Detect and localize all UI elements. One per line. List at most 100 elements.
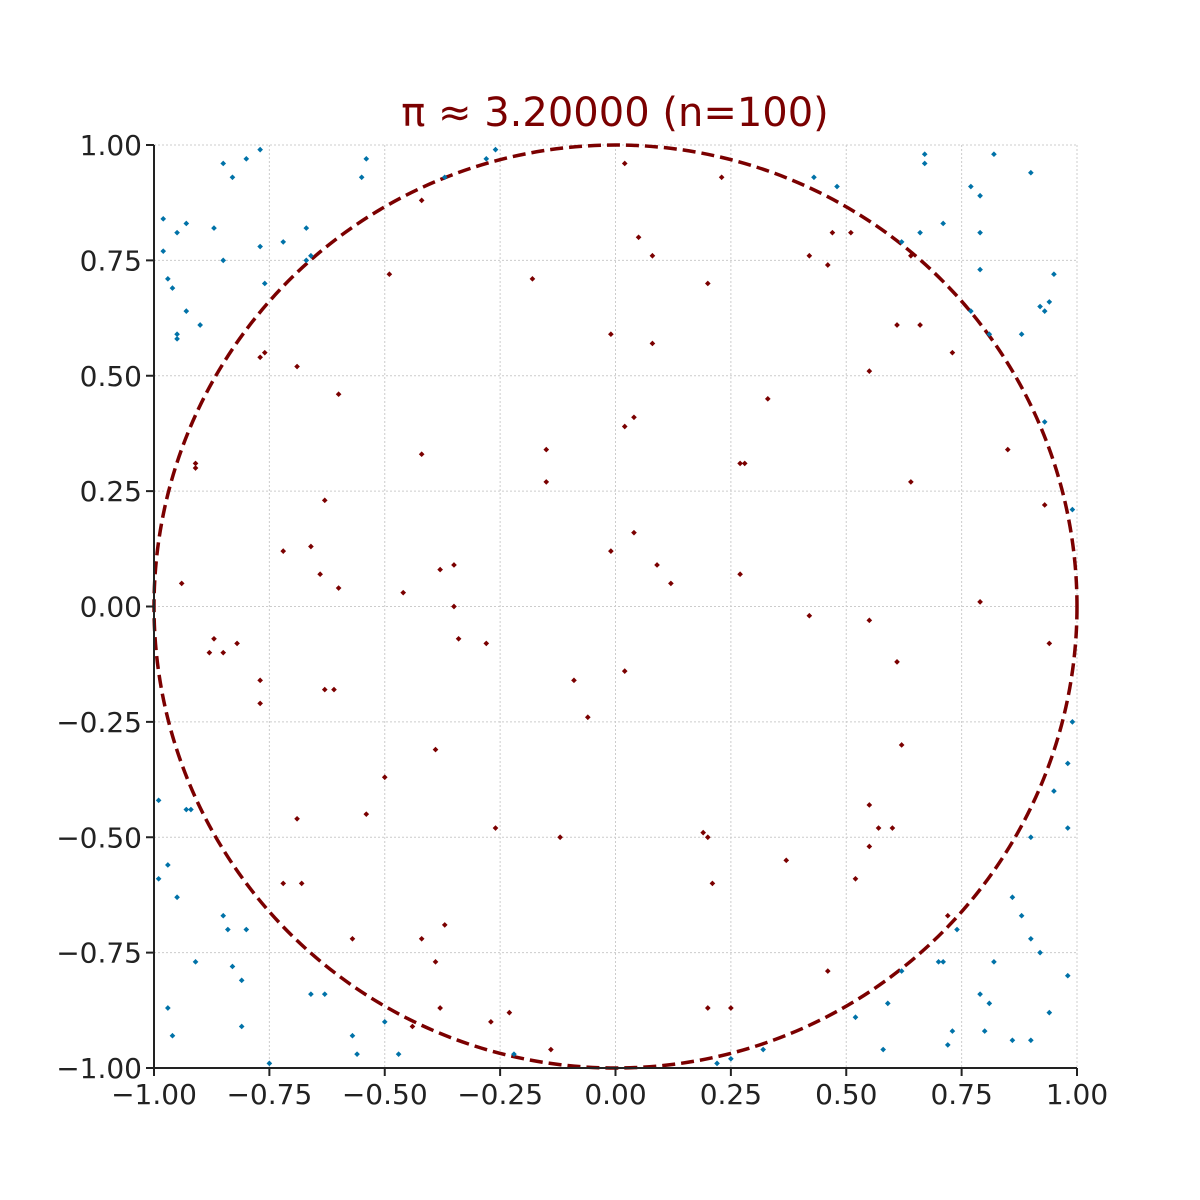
point-inside [737,571,743,578]
point-inside [908,479,914,485]
point-outside [968,308,974,314]
point-inside [363,811,370,818]
point-outside [944,1042,951,1048]
point-outside [257,146,263,153]
point-outside [155,875,162,882]
point-inside [437,1005,443,1011]
point-inside [349,935,356,942]
point-inside [381,774,388,781]
point-outside [174,894,180,901]
point-inside [718,174,725,181]
point-inside [492,825,499,831]
grid [153,144,1078,1069]
point-inside [432,746,439,753]
point-inside [432,959,439,965]
tick-labels: −1.00 −0.75 −0.50 −0.25 0.00 0.25 0.50 0.75 1.00… [56,129,1108,1111]
point-outside [1009,1037,1016,1044]
point-inside [321,497,328,504]
point-outside [229,963,236,970]
point-inside [649,340,656,347]
point-inside [192,460,199,467]
point-inside [649,252,656,259]
point-inside [894,659,900,665]
point-outside [852,1014,859,1021]
point-inside [898,742,905,748]
point-inside [654,562,660,568]
point-inside [889,825,896,831]
point-outside [1064,972,1071,979]
point-outside [354,1051,360,1057]
point-outside [280,239,287,245]
point-outside [1009,894,1016,901]
point-outside [1064,760,1071,767]
point-outside [174,331,180,338]
point-outside [986,1000,993,1007]
point-inside [418,197,425,204]
point-outside [229,174,236,181]
point-outside [165,862,171,868]
point-inside [894,322,900,328]
point-outside [981,1028,988,1034]
x-tick-label: −0.75 [226,1078,312,1111]
point-outside [441,174,448,181]
y-tick-label: 1.00 [80,129,142,162]
point-outside [165,276,171,282]
point-outside [225,926,231,933]
point-outside [935,959,942,965]
point-inside [294,815,300,822]
point-outside [169,1032,176,1039]
point-inside [335,585,342,591]
point-inside [451,562,457,568]
point-outside [308,991,314,997]
point-inside [543,446,550,453]
point-outside [381,1019,388,1025]
point-outside [349,1032,356,1039]
point-inside [1004,446,1011,453]
point-outside [220,912,227,919]
point-inside [308,543,314,550]
point-inside [700,829,707,836]
point-outside [257,243,263,250]
y-tick-label: −0.50 [56,821,142,854]
point-inside [829,229,836,236]
point-outside [183,220,190,227]
point-inside [631,414,637,421]
x-tick-label: 1.00 [1046,1078,1108,1111]
x-tick-label: −1.00 [111,1078,197,1111]
point-outside [1051,271,1057,278]
y-tick-label: 0.50 [80,360,142,393]
point-outside [243,156,250,162]
point-outside [954,926,960,933]
point-outside [303,257,310,264]
point-outside [728,1055,734,1062]
point-inside [621,423,628,430]
point-inside [400,589,407,596]
y-tick-label: −0.25 [56,706,142,739]
point-outside [1041,419,1048,425]
point-inside [451,603,457,610]
point-outside [977,991,983,997]
point-inside [257,700,263,707]
point-outside [898,968,905,974]
point-outside [884,1000,891,1007]
point-outside [363,156,370,162]
point-inside [848,229,854,236]
point-inside [741,460,748,467]
point-inside [418,935,425,942]
point-outside [1069,719,1076,725]
point-inside [866,617,873,624]
point-outside [160,248,167,254]
point-inside [866,843,873,850]
point-inside [257,677,263,684]
point-outside [1028,935,1034,942]
point-outside [921,151,928,158]
point-inside [1041,502,1048,508]
point-inside [631,529,637,536]
point-outside [940,959,946,965]
x-tick-label: 0.50 [815,1078,877,1111]
point-inside [875,825,882,831]
y-tick-label: −0.75 [56,937,142,970]
point-inside [852,875,859,882]
point-outside [220,257,227,264]
